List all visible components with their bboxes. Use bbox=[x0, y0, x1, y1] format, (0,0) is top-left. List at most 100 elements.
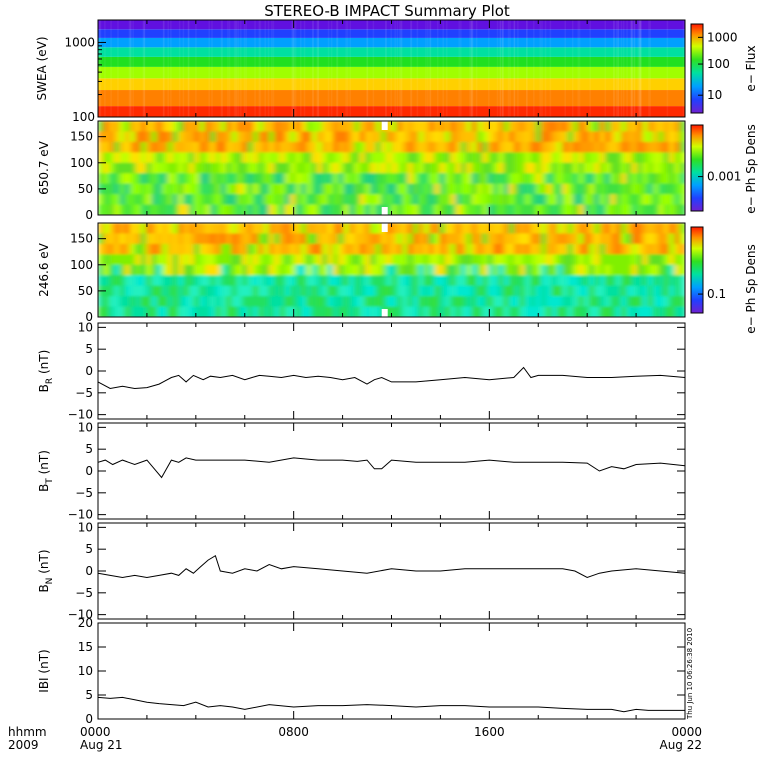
heatmap-cell bbox=[188, 223, 196, 235]
heatmap-cell bbox=[402, 275, 409, 287]
heatmap-cell bbox=[674, 223, 681, 235]
heatmap-cell bbox=[551, 223, 558, 235]
heatmap-cell bbox=[194, 223, 201, 235]
heatmap-cell bbox=[156, 162, 164, 175]
heatmap-cell bbox=[610, 306, 617, 317]
heatmap-cell bbox=[114, 162, 121, 175]
heatmap-cell bbox=[274, 131, 281, 143]
heatmap-cell bbox=[626, 275, 633, 287]
heatmap-cell bbox=[306, 204, 313, 215]
heatmap-cell bbox=[130, 285, 137, 298]
heatmap-cell bbox=[327, 306, 334, 317]
swea-streak bbox=[513, 20, 516, 117]
heatmap-cell bbox=[658, 223, 665, 235]
heatmap-cell bbox=[594, 243, 601, 256]
heatmap-cell bbox=[498, 141, 505, 154]
heatmap-cell bbox=[375, 275, 382, 287]
heatmap-cell bbox=[354, 162, 361, 175]
heatmap-cell bbox=[199, 275, 206, 287]
heatmap-cell bbox=[599, 152, 606, 164]
heatmap-cell bbox=[103, 223, 110, 235]
heatmap-cell bbox=[199, 173, 206, 185]
heatmap-cell bbox=[268, 152, 276, 164]
heatmap-cell bbox=[444, 223, 452, 235]
heatmap-cell bbox=[279, 285, 286, 298]
swea-streak bbox=[245, 20, 247, 117]
heatmap-cell bbox=[370, 254, 377, 266]
heatmap-cell bbox=[567, 141, 574, 154]
heatmap-cell bbox=[540, 223, 548, 235]
heatmap-cell bbox=[359, 306, 366, 317]
heatmap-cell bbox=[658, 194, 665, 206]
heatmap-cell bbox=[439, 233, 446, 245]
heatmap-cell bbox=[498, 306, 505, 317]
heatmap-cell bbox=[556, 233, 564, 245]
heatmap-cell bbox=[615, 152, 622, 164]
heatmap-cell bbox=[508, 141, 516, 154]
heatmap-cell bbox=[402, 285, 409, 298]
heatmap-cell bbox=[199, 141, 206, 154]
heatmap-cell bbox=[316, 223, 324, 235]
heatmap-cell bbox=[546, 243, 553, 256]
heatmap-cell bbox=[418, 285, 425, 298]
heatmap-cell bbox=[498, 194, 505, 206]
heatmap-cell bbox=[620, 152, 628, 164]
heatmap-cell bbox=[156, 141, 164, 154]
heatmap-cell bbox=[194, 194, 201, 206]
heatmap-cell bbox=[114, 204, 121, 215]
heatmap-cell bbox=[172, 204, 180, 215]
heatmap-cell bbox=[124, 141, 132, 154]
heatmap-cell bbox=[151, 285, 158, 298]
heatmap-cell bbox=[199, 306, 206, 317]
heatmap-cell bbox=[476, 204, 484, 215]
heatmap-cell bbox=[274, 254, 281, 266]
heatmap-cell bbox=[114, 254, 121, 266]
heatmap-cell bbox=[284, 152, 292, 164]
heatmap-cell bbox=[103, 254, 110, 266]
heatmap-cell bbox=[679, 162, 685, 175]
heatmap-cell bbox=[658, 173, 665, 185]
heatmap-cell bbox=[615, 264, 622, 277]
heatmap-cell bbox=[194, 243, 201, 256]
heatmap-cell bbox=[295, 131, 302, 143]
heatmap-cell bbox=[103, 152, 110, 164]
heatmap-cell bbox=[572, 264, 580, 277]
heatmap-cell bbox=[108, 306, 116, 317]
heatmap-cell bbox=[604, 285, 612, 298]
heatmap-cell bbox=[588, 204, 596, 215]
heatmap-cell bbox=[146, 131, 153, 143]
heatmap-cell bbox=[322, 223, 329, 235]
heatmap-cell bbox=[322, 162, 329, 175]
heatmap-cell bbox=[386, 254, 393, 266]
heatmap-cell bbox=[487, 296, 494, 308]
heatmap-cell bbox=[226, 204, 233, 215]
heatmap-cell bbox=[679, 131, 685, 143]
heatmap-cell bbox=[594, 223, 601, 235]
heatmap-cell bbox=[444, 141, 452, 154]
heatmap-cell bbox=[476, 285, 484, 298]
heatmap-cell bbox=[215, 194, 222, 206]
heatmap-cell bbox=[519, 131, 526, 143]
heatmap-cell bbox=[535, 162, 542, 175]
heatmap-cell bbox=[172, 131, 180, 143]
heatmap-cell bbox=[348, 204, 356, 215]
heatmap-cell bbox=[162, 183, 169, 196]
heatmap-cell bbox=[599, 223, 606, 235]
heatmap-cell bbox=[215, 121, 222, 133]
heatmap-cell bbox=[140, 296, 148, 308]
heatmap-cell bbox=[642, 204, 649, 215]
heatmap-cell bbox=[588, 194, 596, 206]
heatmap-cell bbox=[130, 131, 137, 143]
heatmap-cell bbox=[274, 204, 281, 215]
heatmap-cell bbox=[268, 173, 276, 185]
heatmap-cell bbox=[167, 183, 174, 196]
heatmap-cell bbox=[135, 254, 142, 266]
heatmap-cell bbox=[274, 152, 281, 164]
heatmap-cell bbox=[194, 131, 201, 143]
heatmap-cell bbox=[354, 204, 361, 215]
heatmap-cell bbox=[679, 254, 685, 266]
heatmap-cell bbox=[604, 296, 612, 308]
heatmap-cell bbox=[311, 243, 318, 256]
heatmap-cell bbox=[220, 233, 228, 245]
heatmap-cell bbox=[647, 223, 654, 235]
